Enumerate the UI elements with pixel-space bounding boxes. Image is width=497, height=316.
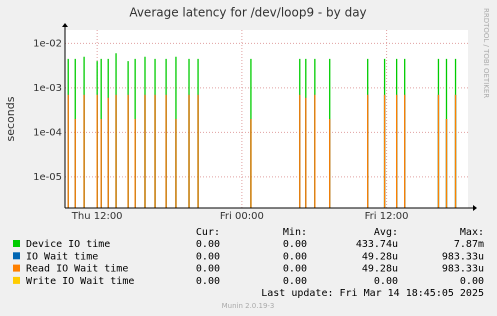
axis-arrow xyxy=(473,205,477,211)
legend-value: 0.00 xyxy=(460,276,484,287)
legend-value: 0.00 xyxy=(196,264,220,275)
legend-value: 433.74u xyxy=(356,239,398,250)
y-tick-label: 1e-05 xyxy=(33,172,62,183)
legend-value: 0.00 xyxy=(283,251,307,262)
legend-value: 983.33u xyxy=(442,264,484,275)
side-text: RRDTOOL / TOBI OETIKER xyxy=(482,8,490,98)
legend-label: Write IO Wait time xyxy=(26,276,134,287)
y-axis-label: seconds xyxy=(4,96,17,141)
x-tick-label: Thu 12:00 xyxy=(71,211,123,222)
legend-value: 0.00 xyxy=(283,276,307,287)
legend-header: Cur: xyxy=(196,227,220,238)
last-update: Last update: Fri Mar 14 18:45:05 2025 xyxy=(261,288,484,299)
chart-title: Average latency for /dev/loop9 - by day xyxy=(129,6,366,20)
legend-header: Max: xyxy=(460,227,484,238)
legend-header: Avg: xyxy=(374,227,398,238)
legend-swatch xyxy=(13,252,20,260)
legend-value: 983.33u xyxy=(442,251,484,262)
legend-value: 0.00 xyxy=(374,276,398,287)
legend-label: Read IO Wait time xyxy=(26,264,128,275)
legend-value: 0.00 xyxy=(283,264,307,275)
axis-arrow xyxy=(62,23,68,27)
legend-value: 49.28u xyxy=(362,251,398,262)
x-tick-label: Fri 00:00 xyxy=(220,211,264,222)
legend-label: Device IO time xyxy=(26,239,110,250)
legend-value: 0.00 xyxy=(283,239,307,250)
legend-swatch xyxy=(13,276,20,284)
legend-value: 0.00 xyxy=(196,239,220,250)
legend-swatch xyxy=(13,240,20,247)
y-tick-label: 1e-03 xyxy=(33,83,62,94)
y-tick-label: 1e-04 xyxy=(33,127,62,138)
legend-value: 0.00 xyxy=(196,251,220,262)
legend-header: Min: xyxy=(283,227,307,238)
plot-area xyxy=(65,30,468,208)
legend-value: 7.87m xyxy=(454,239,484,250)
y-tick-label: 1e-02 xyxy=(33,38,62,49)
legend-value: 49.28u xyxy=(362,264,398,275)
legend-value: 0.00 xyxy=(196,276,220,287)
x-tick-label: Fri 12:00 xyxy=(365,211,409,222)
legend-label: IO Wait time xyxy=(26,251,98,262)
footer: Munin 2.0.19-3 xyxy=(222,302,275,310)
legend-swatch xyxy=(13,264,20,272)
